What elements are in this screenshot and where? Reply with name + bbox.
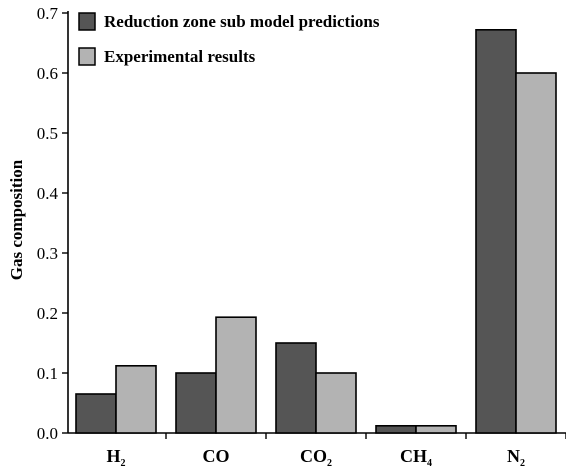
bar-predictions [375, 424, 417, 434]
bar-predictions [275, 342, 317, 434]
legend-swatch-experimental [78, 47, 96, 66]
bar-experimental [315, 372, 357, 434]
x-tick-label: CO [203, 446, 230, 466]
y-tick-label: 0.4 [37, 184, 59, 203]
y-tick-label: 0.7 [37, 4, 59, 23]
x-tick-label: N2 [507, 446, 525, 469]
bar-experimental [515, 72, 557, 434]
bar-experimental [115, 364, 157, 434]
y-tick-label: 0.2 [37, 304, 58, 323]
legend-label-predictions: Reduction zone sub model predictions [104, 12, 380, 31]
x-tick-label: CH4 [400, 446, 432, 469]
y-tick-label: 0.6 [37, 64, 58, 83]
legend-label-experimental: Experimental results [104, 47, 256, 66]
y-tick-label: 0.0 [37, 424, 58, 443]
y-tick-label: 0.3 [37, 244, 58, 263]
bar-predictions [75, 393, 117, 434]
x-tick-label: H2 [106, 446, 125, 469]
bar-predictions [475, 28, 517, 434]
plot-area: 0.0 0.1 0.2 0.3 0.4 0.5 0.6 0.7 H2 CO CO2 CH4 N2 [37, 4, 566, 469]
legend-swatch-predictions [78, 12, 96, 31]
y-axis-title: Gas composition [7, 159, 26, 280]
x-tick-label: CO2 [300, 446, 332, 469]
bar-predictions [175, 372, 217, 434]
bar-experimental [415, 424, 457, 434]
y-tick-label: 0.1 [37, 364, 58, 383]
legend: Reduction zone sub model predictions Exp… [78, 12, 380, 66]
y-tick-label: 0.5 [37, 124, 58, 143]
bar-experimental [215, 316, 257, 434]
